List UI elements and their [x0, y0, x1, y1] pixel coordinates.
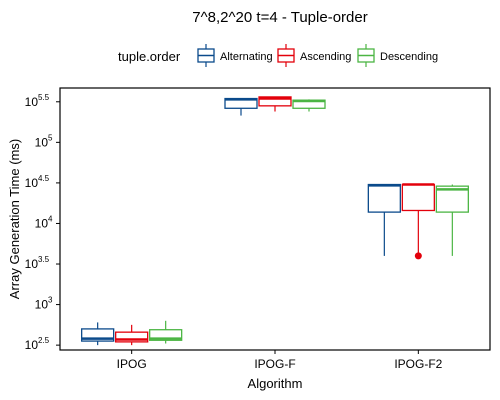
legend: tuple.order Alternating Ascending Descendi…: [118, 44, 438, 67]
outlier-point: [414, 252, 422, 260]
x-tick-label: IPOG-F: [254, 357, 295, 371]
x-axis: IPOG IPOG-F IPOG-F2: [117, 350, 443, 371]
box-body: [401, 183, 435, 212]
box-body: [149, 329, 183, 341]
chart-title: 7^8,2^20 t=4 - Tuple-order: [192, 9, 367, 26]
y-tick-label: 103: [35, 296, 53, 312]
x-tick-label: IPOG-F2: [394, 357, 442, 371]
legend-title: tuple.order: [118, 49, 181, 64]
box-body: [367, 183, 401, 213]
plot-panel: [59, 87, 491, 351]
box-ascending-ipog: [115, 324, 149, 346]
y-axis-title: Array Generation Time (ms): [7, 139, 22, 299]
y-tick-label: 104.5: [25, 174, 50, 190]
legend-label: Descending: [380, 51, 438, 63]
box-body: [258, 96, 292, 107]
box-ascending-ipog-f2: [401, 183, 435, 260]
y-tick-label: 105: [35, 133, 53, 149]
y-tick-label: 103.5: [25, 255, 50, 271]
box-alternating-ipog-f2: [367, 183, 401, 256]
box-body: [115, 331, 149, 343]
box-group: [81, 96, 469, 346]
y-axis: 102.5 103 103.5 104 104.5 105 105.5: [25, 93, 60, 352]
box-alternating-ipog: [81, 322, 115, 346]
y-tick-label: 104: [35, 214, 53, 230]
box-ascending-ipog-f: [258, 96, 292, 112]
box-descending-ipog-f: [292, 99, 326, 112]
legend-item-ascending: Ascending: [277, 44, 351, 67]
x-axis-title: Algorithm: [248, 376, 303, 391]
legend-label: Ascending: [300, 51, 351, 63]
legend-item-descending: Descending: [357, 44, 438, 67]
box-descending-ipog-f2: [435, 184, 469, 256]
box-alternating-ipog-f: [224, 97, 258, 116]
legend-item-alternating: Alternating: [197, 44, 273, 67]
box-descending-ipog: [149, 320, 183, 344]
x-tick-label: IPOG: [117, 357, 147, 371]
y-tick-label: 102.5: [25, 336, 50, 352]
legend-label: Alternating: [220, 51, 273, 63]
y-tick-label: 105.5: [25, 93, 50, 109]
